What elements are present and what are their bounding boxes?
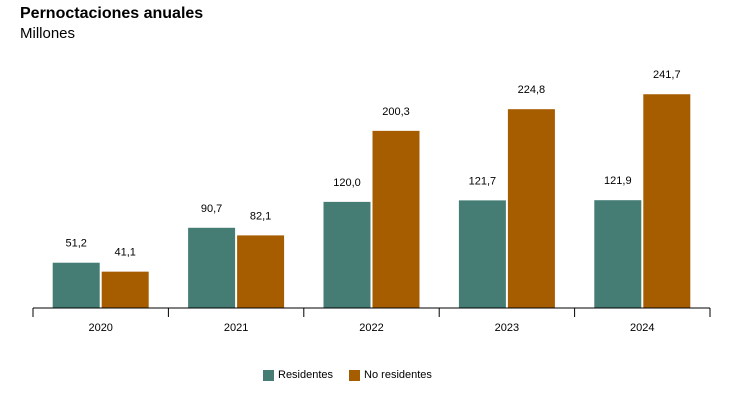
- data-label-no-residentes-2022: 200,3: [382, 106, 410, 118]
- legend: Residentes No residentes: [263, 369, 448, 381]
- bar-no-residentes-2021: [237, 235, 285, 308]
- data-label-no-residentes-2023: 224,8: [518, 84, 546, 96]
- bar-residentes-2021: [188, 227, 236, 308]
- x-tick-label-2021: 2021: [224, 322, 248, 334]
- bar-residentes-2024: [594, 200, 642, 308]
- legend-label-no-residentes: No residentes: [364, 369, 432, 381]
- legend-item-no-residentes: No residentes: [349, 369, 432, 381]
- data-label-no-residentes-2021: 82,1: [250, 210, 271, 222]
- data-label-no-residentes-2024: 241,7: [653, 69, 681, 81]
- legend-swatch-residentes: [263, 369, 274, 381]
- data-label-residentes-2022: 120,0: [333, 177, 361, 189]
- bar-no-residentes-2020: [101, 271, 149, 308]
- data-label-residentes-2020: 51,2: [65, 238, 86, 250]
- x-tick-label-2023: 2023: [495, 322, 519, 334]
- bar-no-residentes-2023: [507, 109, 555, 308]
- chart-subtitle: Millones: [20, 25, 76, 42]
- legend-item-residentes: Residentes: [263, 369, 333, 381]
- bar-no-residentes-2022: [372, 130, 420, 308]
- legend-label-residentes: Residentes: [278, 369, 334, 381]
- x-tick-label-2022: 2022: [359, 322, 383, 334]
- bar-residentes-2023: [458, 200, 506, 308]
- data-label-residentes-2024: 121,9: [604, 175, 632, 187]
- chart-title: Pernoctaciones anuales: [20, 5, 204, 22]
- bar-residentes-2020: [52, 262, 100, 308]
- data-label-residentes-2021: 90,7: [201, 203, 222, 215]
- x-tick-label-2024: 2024: [630, 322, 654, 334]
- data-label-residentes-2023: 121,7: [469, 175, 497, 187]
- legend-swatch-no-residentes: [349, 369, 361, 381]
- bar-no-residentes-2024: [643, 94, 691, 309]
- bar-residentes-2022: [323, 201, 371, 308]
- data-label-no-residentes-2020: 41,1: [114, 247, 135, 259]
- x-tick-label-2020: 2020: [88, 322, 112, 334]
